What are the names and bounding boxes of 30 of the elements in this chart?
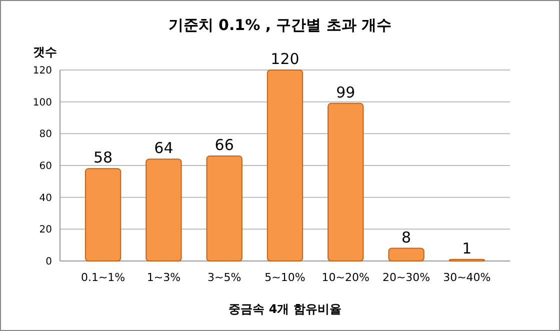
data-label: 8 — [402, 228, 412, 246]
y-tick-label: 80 — [39, 129, 52, 140]
bar — [206, 155, 242, 262]
x-tick-label: 30~40% — [443, 271, 491, 284]
data-label: 64 — [154, 139, 174, 158]
bar — [388, 248, 424, 262]
data-label: 99 — [336, 83, 356, 102]
data-label: 1 — [462, 239, 472, 258]
bar — [266, 70, 304, 262]
data-label: 66 — [214, 136, 234, 154]
x-tick-label: 3~5% — [208, 271, 242, 284]
bar — [328, 102, 364, 262]
y-tick-label: 60 — [39, 161, 52, 172]
y-tick-label: 0 — [46, 256, 52, 268]
x-tick-label: 1~3% — [146, 271, 181, 284]
y-tick-label: 120 — [32, 66, 52, 76]
bar — [84, 168, 122, 262]
x-axis-title: 중금속 4개 함유비율 — [228, 302, 342, 316]
x-tick-label: 10~20% — [322, 271, 370, 284]
data-label: 58 — [94, 148, 113, 167]
x-tick-label: 0.1~1% — [80, 271, 126, 284]
chart-title: 기준치 0.1% , 구간별 초과 개수 — [168, 16, 392, 34]
x-tick-label: 20~30% — [382, 271, 430, 284]
y-tick-label: 100 — [32, 97, 52, 108]
x-tick-label: 5~10% — [264, 271, 306, 284]
data-label: 120 — [270, 50, 300, 68]
y-axis-title: 갯수 — [33, 45, 57, 59]
y-tick-label: 20 — [39, 224, 52, 236]
bar — [146, 158, 182, 262]
y-tick-label: 40 — [39, 192, 52, 204]
